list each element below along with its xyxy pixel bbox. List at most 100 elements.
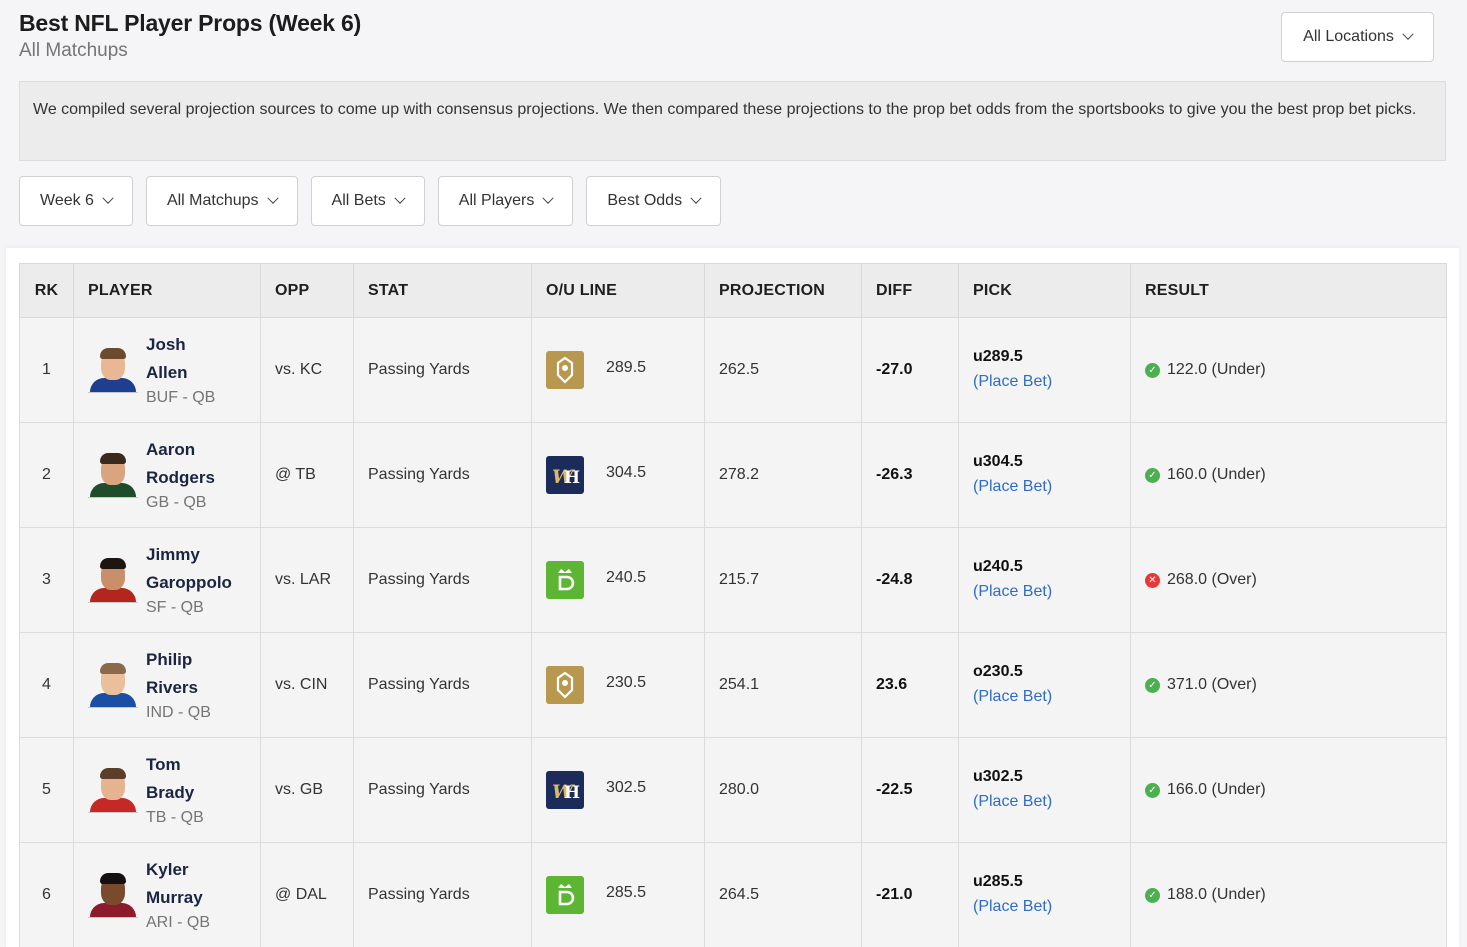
- header-ou-line[interactable]: O/U LINE: [531, 263, 705, 318]
- ou-line-value: 304.5: [606, 464, 647, 481]
- place-bet-link[interactable]: (Place Bet): [973, 898, 1053, 915]
- result-cell: ✓ 166.0 (Under): [1130, 737, 1447, 843]
- header-projection[interactable]: PROJECTION: [704, 263, 862, 318]
- header-diff[interactable]: DIFF: [861, 263, 959, 318]
- player-avatar: [88, 452, 138, 498]
- result-value: 166.0 (Under): [1167, 781, 1266, 798]
- player-cell: Jimmy Garoppolo SF - QB: [73, 527, 261, 633]
- ou-line-cell: 285.5: [531, 842, 705, 947]
- result-value: 188.0 (Under): [1167, 886, 1266, 903]
- matchups-filter[interactable]: All Matchups: [145, 176, 298, 226]
- pick-cell: u240.5 (Place Bet): [958, 527, 1131, 633]
- page-title: Best NFL Player Props (Week 6): [19, 10, 362, 36]
- projection-cell: 262.5: [704, 317, 862, 423]
- pick-value: u304.5: [973, 453, 1023, 470]
- pick-cell: u289.5 (Place Bet): [958, 317, 1131, 423]
- pick-value: o230.5: [973, 663, 1023, 680]
- location-dropdown-label: All Locations: [1303, 28, 1394, 45]
- player-first-name[interactable]: Philip: [146, 650, 193, 669]
- player-cell: Josh Allen BUF - QB: [73, 317, 261, 423]
- result-value: 160.0 (Under): [1167, 466, 1266, 483]
- rank-cell: 3: [19, 527, 74, 633]
- week-filter[interactable]: Week 6: [19, 176, 133, 226]
- pick-value: u240.5: [973, 558, 1023, 575]
- odds-filter[interactable]: Best Odds: [586, 176, 722, 226]
- header-result[interactable]: RESULT: [1130, 263, 1447, 318]
- bets-filter-label: All Bets: [331, 192, 386, 209]
- table-row: 4 Philip Rivers IND - QB vs. CIN Passing…: [19, 632, 1447, 738]
- week-filter-label: Week 6: [40, 192, 94, 209]
- player-last-name[interactable]: Rodgers: [146, 468, 215, 487]
- header-rk[interactable]: RK: [19, 263, 74, 318]
- place-bet-link[interactable]: (Place Bet): [973, 688, 1053, 705]
- player-last-name[interactable]: Brady: [146, 783, 195, 802]
- description-box: We compiled several projection sources t…: [19, 81, 1446, 161]
- bets-filter[interactable]: All Bets: [310, 176, 425, 226]
- check-circle-icon: ✓: [1145, 362, 1160, 378]
- svg-text:H: H: [564, 468, 580, 487]
- player-team-position: IND - QB: [146, 704, 211, 721]
- ou-line-value: 302.5: [606, 779, 647, 796]
- opponent-cell: vs. GB: [260, 737, 354, 843]
- props-table: RK PLAYER OPP STAT O/U LINE PROJECTION D…: [19, 263, 1447, 947]
- player-first-name[interactable]: Aaron: [146, 440, 196, 459]
- betmgm-logo[interactable]: [546, 351, 584, 389]
- ou-line-value: 230.5: [606, 674, 647, 691]
- table-row: 1 Josh Allen BUF - QB vs. KC Passing Yar…: [19, 317, 1447, 423]
- player-last-name[interactable]: Murray: [146, 888, 203, 907]
- player-cell: Philip Rivers IND - QB: [73, 632, 261, 738]
- opponent-cell: @ TB: [260, 422, 354, 528]
- place-bet-link[interactable]: (Place Bet): [973, 373, 1053, 390]
- player-team-position: GB - QB: [146, 494, 207, 511]
- check-circle-icon: ✓: [1145, 782, 1160, 798]
- location-dropdown[interactable]: All Locations: [1281, 12, 1434, 62]
- player-first-name[interactable]: Josh: [146, 335, 186, 354]
- place-bet-link[interactable]: (Place Bet): [973, 583, 1053, 600]
- diff-cell: -26.3: [861, 422, 959, 528]
- draftkings-logo[interactable]: [546, 876, 584, 914]
- svg-text:W: W: [552, 466, 575, 487]
- chevron-down-icon: [266, 192, 279, 204]
- player-last-name[interactable]: Allen: [146, 363, 188, 382]
- result-value: 371.0 (Over): [1167, 676, 1257, 693]
- player-avatar: [88, 872, 138, 918]
- player-last-name[interactable]: Garoppolo: [146, 573, 232, 592]
- place-bet-link[interactable]: (Place Bet): [973, 478, 1053, 495]
- header-pick[interactable]: PICK: [958, 263, 1131, 318]
- table-row: 6 Kyler Murray ARI - QB @ DAL Passing Ya…: [19, 842, 1447, 947]
- stat-cell: Passing Yards: [353, 737, 532, 843]
- players-filter-label: All Players: [458, 192, 535, 209]
- rank-cell: 2: [19, 422, 74, 528]
- player-cell: Kyler Murray ARI - QB: [73, 842, 261, 947]
- player-first-name[interactable]: Kyler: [146, 860, 189, 879]
- betmgm-logo[interactable]: [546, 666, 584, 704]
- chevron-down-icon: [102, 192, 114, 204]
- ou-line-value: 240.5: [606, 569, 647, 586]
- player-last-name[interactable]: Rivers: [146, 678, 198, 697]
- player-avatar: [88, 662, 138, 708]
- player-first-name[interactable]: Tom: [146, 755, 181, 774]
- matchups-filter-label: All Matchups: [166, 192, 259, 209]
- player-team-position: ARI - QB: [146, 914, 211, 931]
- pick-cell: u304.5 (Place Bet): [958, 422, 1131, 528]
- player-first-name[interactable]: Jimmy: [146, 545, 200, 564]
- result-cell: ✓ 371.0 (Over): [1130, 632, 1447, 738]
- header-opp[interactable]: OPP: [260, 263, 354, 318]
- player-cell: Tom Brady TB - QB: [73, 737, 261, 843]
- chevron-down-icon: [690, 192, 702, 204]
- pick-value: u285.5: [973, 873, 1023, 890]
- draftkings-logo[interactable]: [546, 561, 584, 599]
- table-row: 2 Aaron Rodgers GB - QB @ TB Passing Yar…: [19, 422, 1447, 528]
- header-player[interactable]: PLAYER: [73, 263, 261, 318]
- result-cell: ✕ 268.0 (Over): [1130, 527, 1447, 633]
- ou-line-value: 289.5: [606, 359, 647, 376]
- place-bet-link[interactable]: (Place Bet): [973, 793, 1053, 810]
- ou-line-cell: 289.5: [531, 317, 705, 423]
- header-stat[interactable]: STAT: [353, 263, 532, 318]
- player-team-position: BUF - QB: [146, 389, 216, 406]
- players-filter[interactable]: All Players: [437, 176, 574, 226]
- table-header-row: RK PLAYER OPP STAT O/U LINE PROJECTION D…: [19, 263, 1447, 318]
